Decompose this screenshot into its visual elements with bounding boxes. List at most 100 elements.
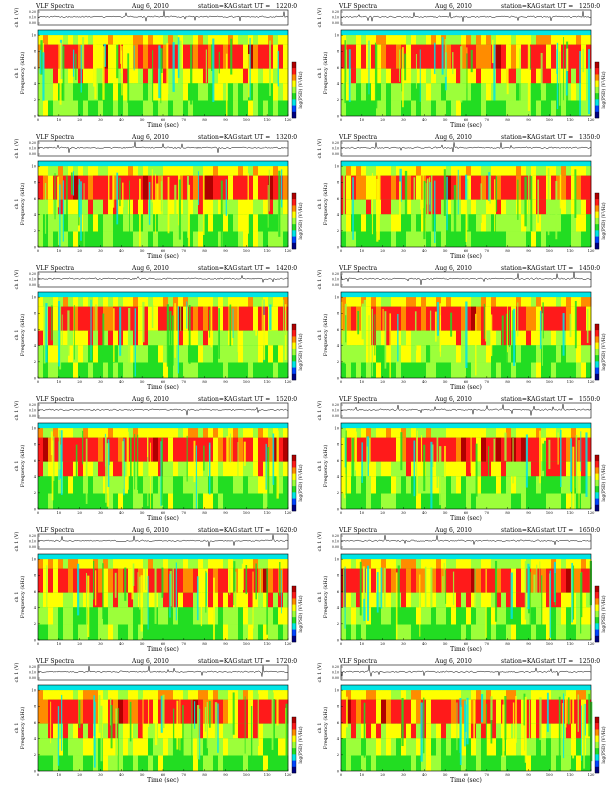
spectrogram-cell xyxy=(356,755,362,771)
spectrogram-streak xyxy=(562,703,564,739)
spectrogram-cell xyxy=(228,699,234,724)
spectrogram-cell xyxy=(233,493,239,509)
spectrogram-cell xyxy=(466,166,472,176)
spectrogram-cell xyxy=(88,83,94,101)
spectrogram-streak xyxy=(380,567,383,609)
spectrogram-streak xyxy=(506,304,508,353)
spectrogram-cell xyxy=(88,723,94,739)
spectrogram-cell xyxy=(516,214,522,232)
spectrogram-cell xyxy=(576,175,582,200)
spectrogram-cell xyxy=(108,175,114,200)
spectrogram-streak xyxy=(493,44,496,101)
spectrogram-cell xyxy=(238,461,244,477)
spectrogram-cell xyxy=(416,624,422,640)
spectrogram-cell xyxy=(436,100,442,116)
spectrogram-cell xyxy=(366,755,372,771)
spectrogram-cell xyxy=(108,35,114,45)
spectrogram-cell xyxy=(421,330,427,346)
spectrum-panel-svg: VLF Spectra Aug 6, 2010 station=KAG start U… xyxy=(316,658,607,784)
spectrogram-cell xyxy=(421,35,427,45)
spectrogram-cell xyxy=(83,461,89,477)
frequency-tick-label: 2 xyxy=(34,753,36,757)
spectrogram-cell xyxy=(471,592,477,608)
spectrogram-cell xyxy=(386,607,392,625)
spectrogram-cell xyxy=(536,362,542,378)
spectrogram-cell xyxy=(431,738,437,756)
spectrogram-cell xyxy=(536,231,542,247)
panel-header-date: Aug 6, 2010 xyxy=(131,134,169,141)
spectrogram-cell xyxy=(561,624,567,640)
spectrogram-streak xyxy=(149,442,151,509)
spectrogram-streak xyxy=(186,301,188,329)
spectrogram-cell xyxy=(148,607,154,625)
spectrogram-cell xyxy=(208,83,214,101)
spectrogram-streak xyxy=(124,567,127,601)
waveform-tick-label: 0.10 xyxy=(29,278,36,282)
spectrogram-cell xyxy=(506,568,512,593)
spectrogram-cell xyxy=(268,476,274,494)
spectrogram-cell xyxy=(506,607,512,625)
spectrogram-cell xyxy=(143,738,149,756)
spectrogram-streak xyxy=(470,49,473,73)
spectrogram-cell xyxy=(258,461,264,477)
spectrogram-cell xyxy=(48,214,54,232)
spectrogram-cell xyxy=(48,175,54,200)
spectrogram-cell xyxy=(128,306,134,331)
spectrogram-cell xyxy=(188,437,194,462)
spectrogram-cell xyxy=(356,166,362,176)
frequency-tick-label: 6 xyxy=(34,66,37,70)
spectrogram-cell xyxy=(168,624,174,640)
spectrogram-cell xyxy=(58,607,64,625)
spectrogram-cell xyxy=(78,476,84,494)
spectrogram-cell xyxy=(123,306,129,331)
colorbar-segment xyxy=(595,205,599,212)
spectrogram-cell xyxy=(361,690,367,700)
spectrogram-ylabel: Frequency (kHz) xyxy=(19,445,26,488)
time-tick-label: 40 xyxy=(422,642,427,646)
spectrogram-ylabel: Frequency (kHz) xyxy=(322,707,329,750)
spectrogram-cell xyxy=(411,166,417,176)
spectrogram-cell xyxy=(381,345,387,363)
spectrogram-cell xyxy=(253,592,259,608)
spectrogram-cell xyxy=(546,83,552,101)
spectrogram-cell xyxy=(356,738,362,756)
frequency-tick-label: 4 xyxy=(337,213,340,217)
spectrogram-streak xyxy=(460,46,463,103)
spectrogram-cell xyxy=(546,476,552,494)
spectrogram-cell xyxy=(431,345,437,363)
spectrogram-cell xyxy=(213,306,219,331)
spectrogram-cell xyxy=(258,437,264,462)
spectrogram-cell xyxy=(128,755,134,771)
spectrogram-cell xyxy=(451,44,457,69)
spectrogram-cell xyxy=(108,214,114,232)
time-tick-label: 20 xyxy=(380,118,385,122)
spectrogram-streak xyxy=(400,432,403,471)
spectrogram-cell xyxy=(163,175,169,200)
colorbar-segment xyxy=(595,62,599,69)
time-tick-label: 90 xyxy=(223,249,228,253)
spectrogram-cell xyxy=(426,306,432,331)
spectrogram-cell xyxy=(68,68,74,84)
spectrogram-cell xyxy=(268,214,274,232)
spectrogram-cell xyxy=(158,231,164,247)
time-tick-label: 20 xyxy=(380,511,385,515)
spectrogram-cell xyxy=(541,699,547,724)
spectrogram-cell xyxy=(273,231,279,247)
spectrogram-cell xyxy=(481,690,487,700)
spectrogram-cell xyxy=(98,297,104,307)
spectrogram-cell xyxy=(88,231,94,247)
spectrogram-cell xyxy=(521,461,527,477)
spectrogram-cell xyxy=(406,345,412,363)
spectrogram-cell xyxy=(43,166,49,176)
spectrogram-cell xyxy=(63,199,69,215)
spectrogram-cell xyxy=(88,461,94,477)
spectrogram-cell xyxy=(168,428,174,438)
spectrogram-cell xyxy=(421,44,427,69)
spectrogram-top-band xyxy=(341,685,591,691)
spectrogram-cell xyxy=(466,607,472,625)
spectrogram-cell xyxy=(83,723,89,739)
spectrogram-cell xyxy=(213,44,219,69)
spectrogram-cell xyxy=(58,175,64,200)
spectrogram-cell xyxy=(361,44,367,69)
spectrogram-cell xyxy=(208,690,214,700)
